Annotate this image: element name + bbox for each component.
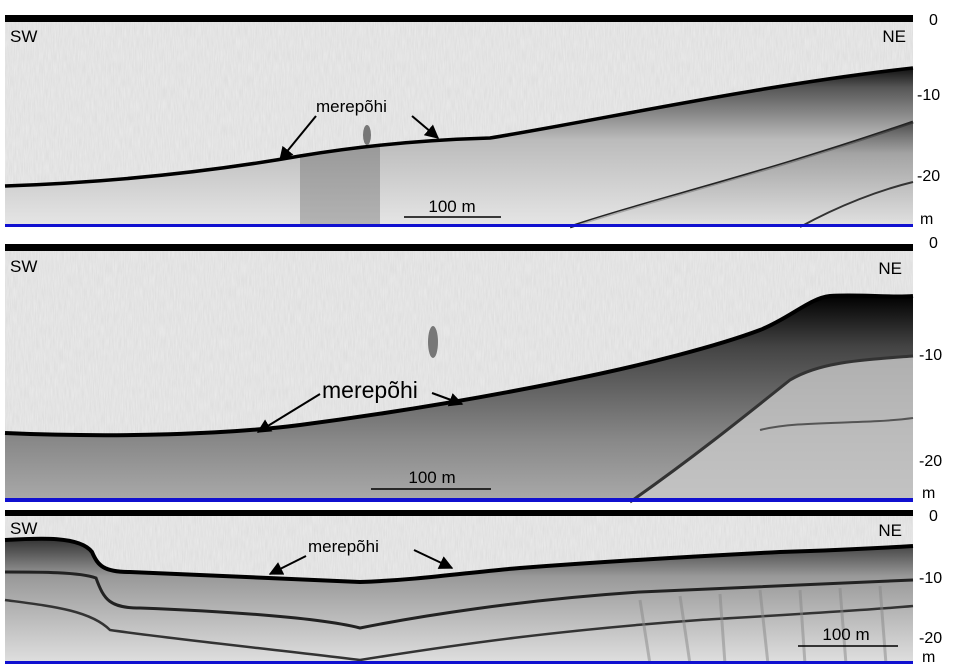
target-echo — [363, 125, 371, 145]
baseline — [5, 661, 913, 664]
scale-bar-label: 100 m — [428, 197, 475, 216]
baseline — [5, 224, 913, 227]
depth-unit: m — [922, 649, 935, 664]
surface-band — [5, 15, 913, 22]
deep-reflector — [759, 417, 914, 431]
deep-reflector — [4, 598, 914, 662]
seabed-annotation: merepõhi — [308, 537, 379, 556]
depth-tick-10: -10 — [919, 347, 942, 364]
left-direction-label: SW — [10, 519, 37, 538]
depth-tick-10: -10 — [919, 570, 942, 587]
surface-band — [5, 244, 913, 251]
vertical-artifacts — [638, 585, 888, 664]
depth-tick-0: 0 — [929, 235, 938, 252]
annotation-arrow-left — [256, 393, 321, 433]
depth-tick-0: 0 — [929, 508, 938, 525]
target-echo — [428, 326, 438, 358]
seabed-line — [4, 293, 914, 438]
sub-bottom-fill — [570, 122, 913, 227]
seabed-annotation: merepõhi — [322, 377, 418, 403]
sediment-fill — [5, 68, 913, 227]
baseline — [5, 498, 913, 502]
depth-tick-10: -10 — [917, 87, 940, 104]
left-direction-label: SW — [10, 27, 37, 46]
annotation-arrow-right — [413, 549, 454, 569]
depth-tick-20: -20 — [919, 453, 942, 470]
right-direction-label: NE — [878, 521, 902, 540]
depth-tick-20: -20 — [917, 168, 940, 185]
depth-unit: m — [922, 485, 935, 502]
panel-3: SW NE merepõhi 100 m 0 -10 -20 m — [4, 508, 942, 664]
surface-band — [5, 510, 913, 516]
sediment-fill — [5, 295, 913, 502]
sub-bottom-reflector — [4, 570, 914, 630]
panel-1: SW NE merepõhi 100 m 0 -10 -20 m — [4, 12, 940, 229]
depth-tick-0: 0 — [929, 12, 938, 29]
annotation-arrow-right — [431, 392, 464, 407]
panel-2: SW NE merepõhi 100 m 0 -10 -20 m — [4, 235, 942, 504]
right-direction-label: NE — [882, 27, 906, 46]
seabed-line — [4, 66, 914, 188]
deep-reflector — [799, 181, 914, 228]
annotation-arrow-left — [279, 115, 317, 162]
left-direction-label: SW — [10, 257, 37, 276]
annotation-arrow-right — [411, 115, 440, 139]
seabed-line — [4, 536, 914, 585]
annotation-arrow-left — [268, 555, 307, 575]
depth-unit: m — [920, 211, 933, 228]
scale-bar-label: 100 m — [822, 625, 869, 644]
scale-bar-label: 100 m — [408, 468, 455, 487]
seabed-annotation: merepõhi — [316, 97, 387, 116]
shadow-zone — [300, 144, 380, 227]
depth-tick-20: -20 — [919, 630, 942, 647]
sub-bottom-reflector — [629, 354, 914, 504]
right-direction-label: NE — [878, 259, 902, 278]
sub-bottom-fill — [630, 356, 913, 502]
